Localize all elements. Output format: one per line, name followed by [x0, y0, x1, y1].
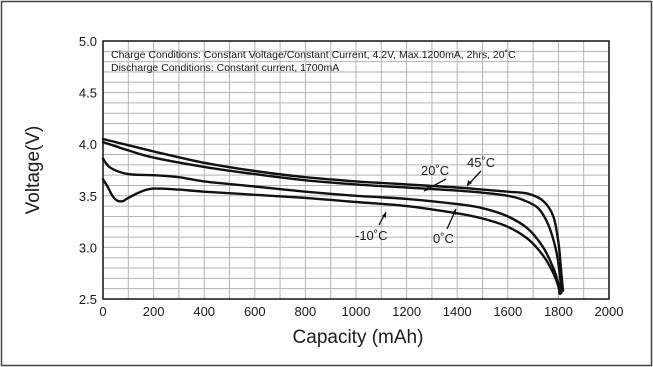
arrowhead-20c: [424, 186, 430, 191]
x-tick-label: 1000: [342, 304, 371, 319]
x-tick-label: 400: [193, 304, 215, 319]
series-line-0c: [101, 157, 562, 295]
y-tick-label: 3.5: [79, 189, 97, 204]
arrowhead-45c: [467, 180, 472, 186]
x-axis-title: Capacity (mAh): [293, 327, 424, 348]
x-tick-label: 200: [143, 304, 165, 319]
x-tick-label: 1400: [443, 304, 472, 319]
y-tick-label: 4.0: [79, 137, 97, 152]
x-tick-label: 800: [295, 304, 317, 319]
plot-border: [102, 40, 610, 300]
y-tick-label: 5.0: [79, 34, 97, 49]
series-label-minus10c: -10˚C: [355, 228, 388, 243]
series-line-20c: [101, 140, 563, 294]
x-tick-label: 2000: [595, 304, 624, 319]
x-tick-label: 0: [99, 304, 106, 319]
y-tick-label: 4.5: [79, 86, 97, 101]
y-tick-label: 3.0: [79, 240, 97, 255]
arrowhead-minus10c: [382, 212, 386, 218]
arrowhead-0c: [452, 209, 456, 215]
discharge-conditions-note: Discharge Conditions: Constant current, …: [111, 62, 339, 74]
y-tick-label: 2.5: [79, 292, 97, 307]
x-tick-label: 1800: [544, 304, 573, 319]
y-axis-title: Voltage(V): [23, 126, 44, 215]
series-line-minus10c: [101, 178, 561, 295]
grid: [103, 41, 609, 299]
charge-conditions-note: Charge Conditions: Constant Voltage/Cons…: [111, 49, 516, 61]
series-label-0c: 0˚C: [433, 231, 454, 246]
x-tick-label: 600: [244, 304, 266, 319]
tick-labels: 0 200 400 600 800 1000 1200 1400 1600 1800 2000 2.5…: [79, 34, 624, 319]
x-tick-label: 1200: [392, 304, 421, 319]
series-label-20c: 20˚C: [421, 163, 449, 178]
series-label-45c: 45˚C: [467, 155, 495, 170]
x-tick-label: 1600: [493, 304, 522, 319]
